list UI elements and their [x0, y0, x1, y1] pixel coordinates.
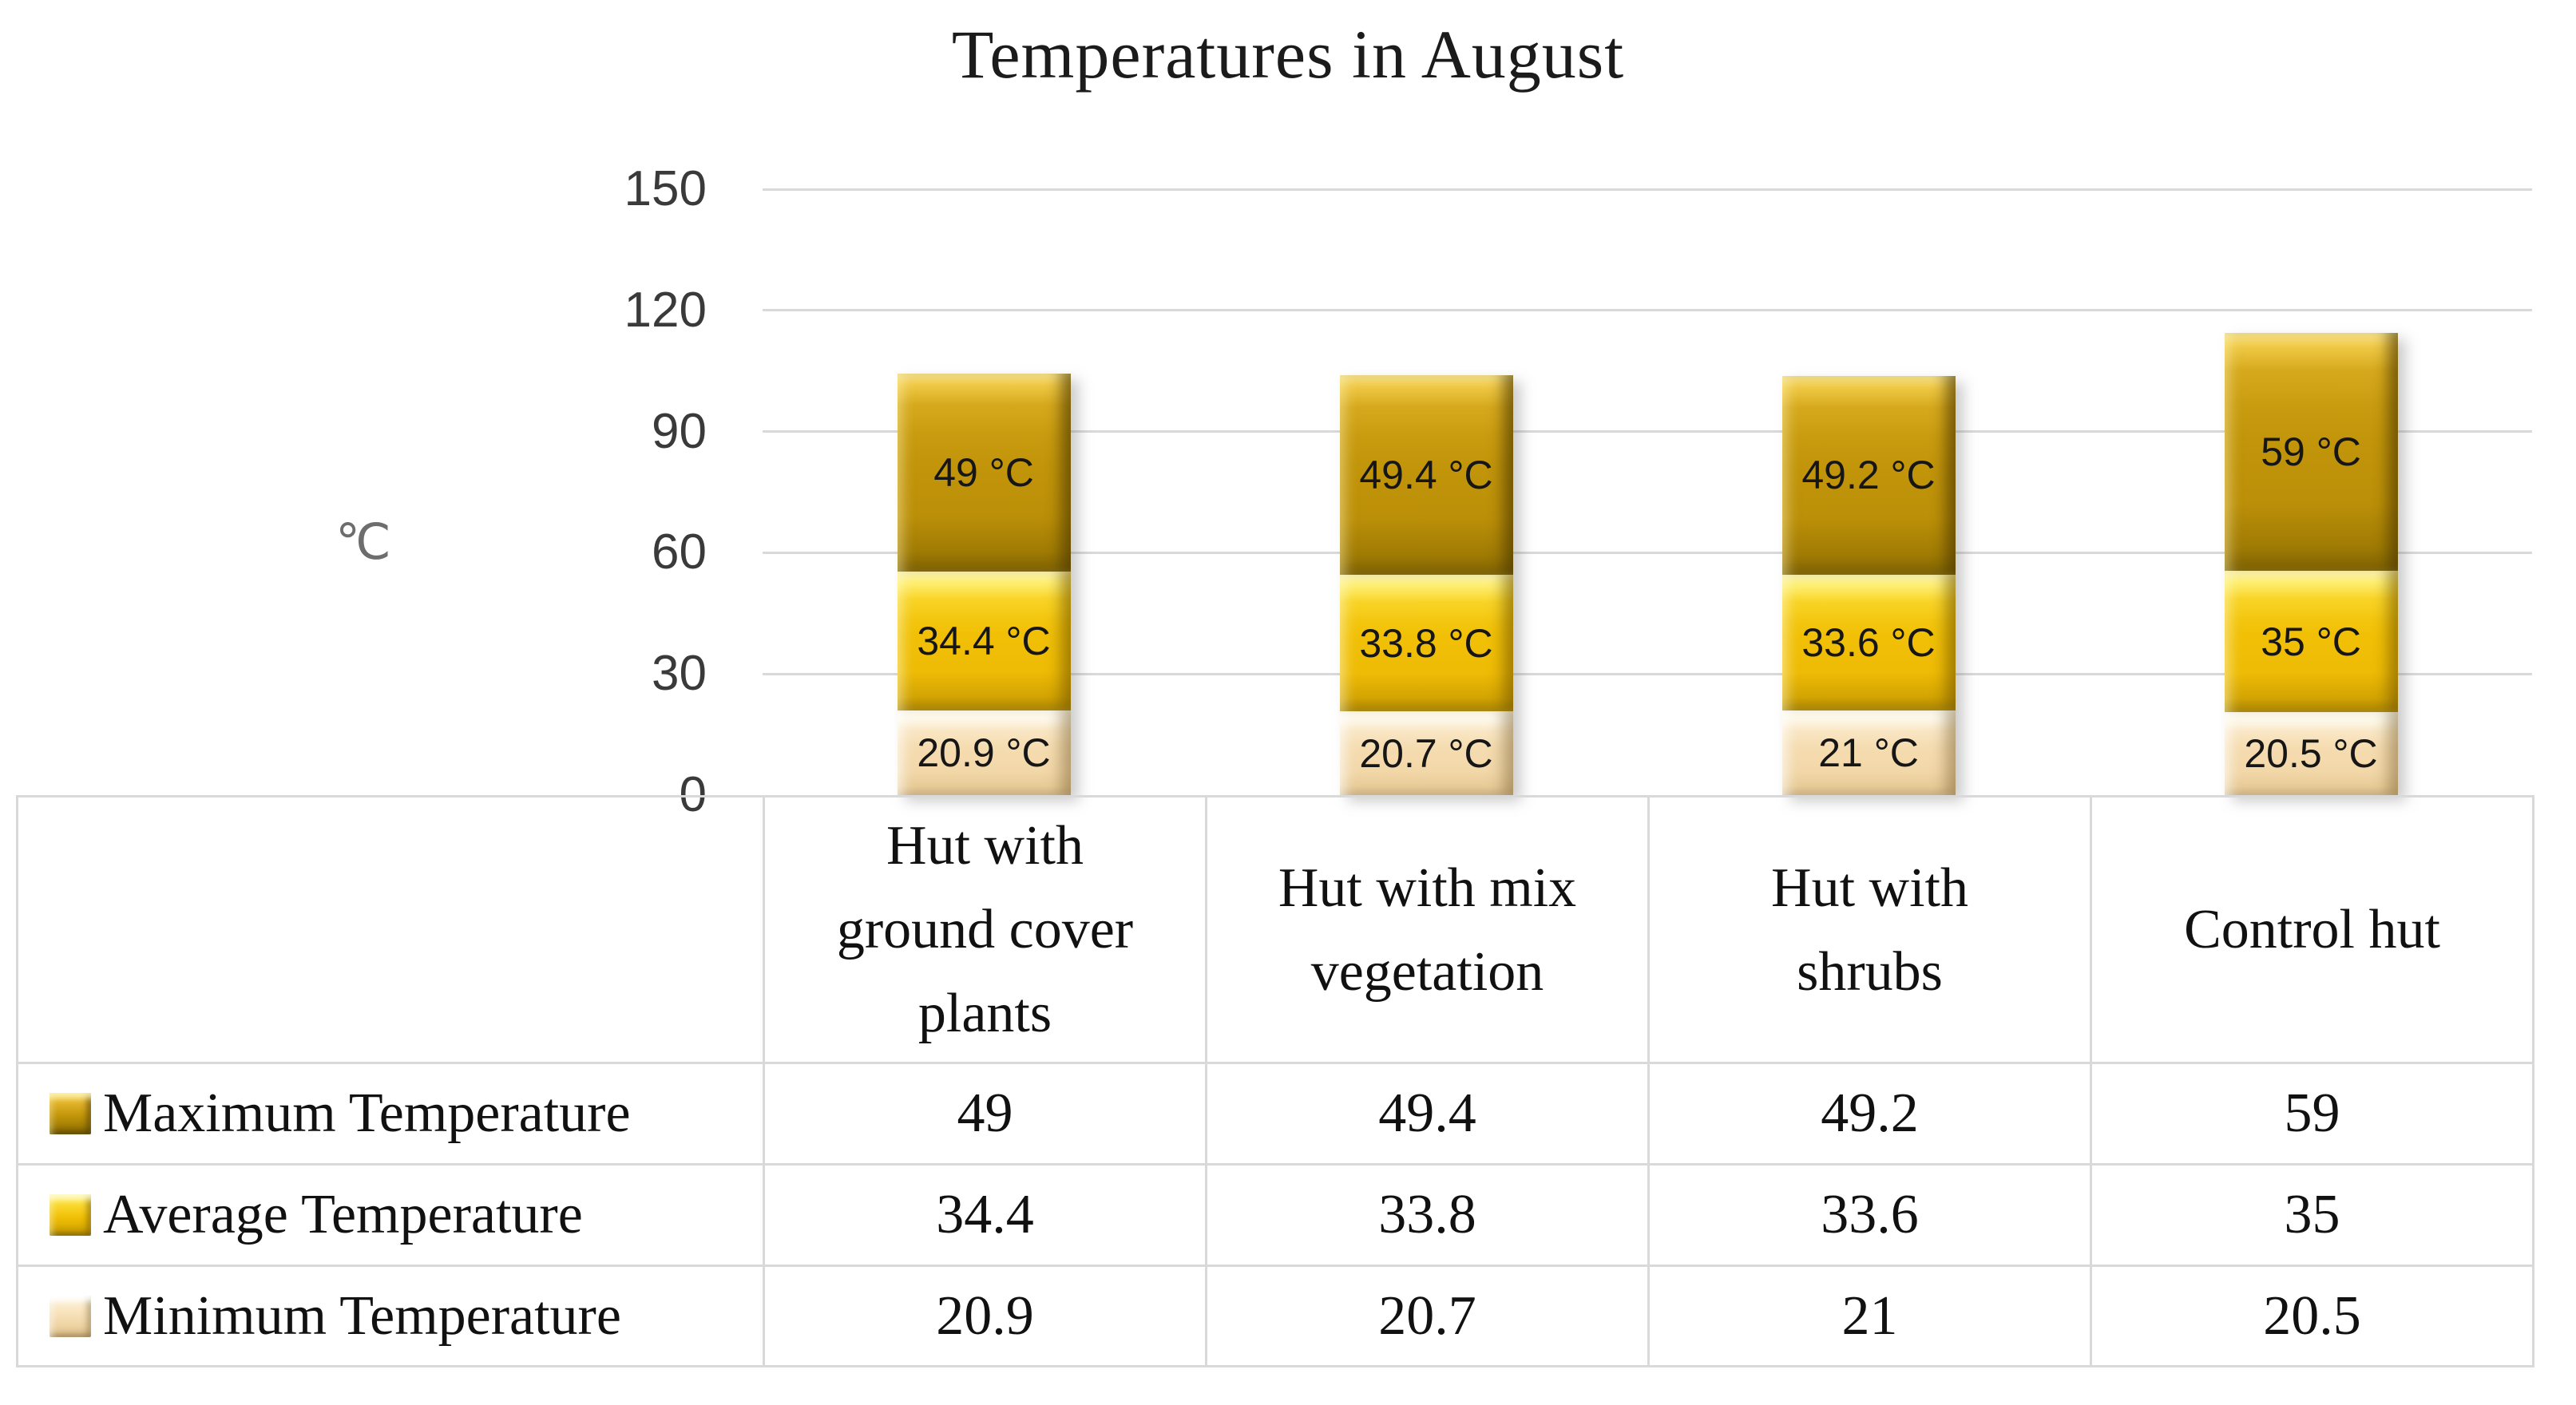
category-header-line: plants [917, 983, 1052, 1044]
y-tick-label: 60 [652, 524, 707, 580]
y-tick-label: 150 [624, 161, 707, 216]
data-table: Hut with ground cover plants Hut with mix ve… [16, 795, 2534, 1367]
value-cell: 59 [2090, 1062, 2534, 1166]
y-tick-label: 30 [652, 646, 707, 702]
category-header-line: Hut with [1771, 857, 1968, 919]
bar-segment-min: 20.7 °C [1339, 711, 1513, 795]
value-cell: 49.4 [1205, 1062, 1650, 1166]
series-label: Minimum Temperature [103, 1284, 621, 1347]
bar-segment-avg: 33.6 °C [1781, 574, 1956, 710]
bar-segment-label: 49 °C [933, 450, 1034, 496]
y-tick-label: 120 [624, 282, 707, 338]
bar-group: 49 °C 34.4 °C 20.9 °C [897, 374, 1071, 795]
bar-segment-min: 21 °C [1781, 710, 1956, 795]
y-axis-unit-label: ℃ [335, 515, 391, 570]
category-header-line: Hut with [886, 815, 1084, 877]
category-header-line: ground cover [836, 899, 1134, 960]
legend-marker-avg [50, 1194, 91, 1236]
category-header-cell: Hut with mix vegetation [1205, 795, 1650, 1064]
category-header-line: vegetation [1310, 940, 1544, 1003]
category-header-cell: Hut with ground cover plants [763, 795, 1207, 1064]
value-cell: 33.6 [1647, 1163, 2092, 1267]
bar-segment-label: 20.7 °C [1359, 730, 1493, 776]
bar-segment-avg: 33.8 °C [1339, 575, 1513, 712]
bar-group: 59 °C 35 °C 20.5 °C [2224, 332, 2398, 795]
legend-marker-max [50, 1093, 91, 1134]
bar-segment-max: 59 °C [2224, 332, 2398, 572]
bar-group: 49.4 °C 33.8 °C 20.7 °C [1339, 375, 1513, 795]
gridline [763, 430, 2532, 433]
series-label: Maximum Temperature [103, 1082, 631, 1144]
value-cell: 35 [2090, 1163, 2534, 1267]
bar-segment-min: 20.5 °C [2224, 712, 2398, 795]
value-cell: 33.8 [1205, 1163, 1650, 1267]
gridline [763, 672, 2532, 675]
bar-segment-max: 49.4 °C [1339, 375, 1513, 576]
series-label: Average Temperature [103, 1184, 583, 1245]
category-header-cell: Control hut [2090, 795, 2534, 1064]
series-label-cell: Minimum Temperature [16, 1264, 765, 1367]
value-cell: 20.7 [1205, 1264, 1650, 1367]
gridline [763, 551, 2532, 554]
bar-segment-label: 33.6 °C [1801, 619, 1936, 665]
bar-segment-avg: 34.4 °C [897, 572, 1071, 711]
bar-segment-label: 49.2 °C [1801, 453, 1936, 498]
value-cell: 34.4 [763, 1163, 1207, 1267]
value-cell: 21 [1647, 1264, 2092, 1367]
value-cell: 49.2 [1647, 1062, 2092, 1166]
bar-segment-label: 33.8 °C [1359, 620, 1493, 666]
gridline [763, 188, 2532, 191]
table-corner-cell [16, 795, 765, 1064]
gridline [763, 309, 2532, 312]
value-cell: 49 [763, 1062, 1207, 1166]
bar-group: 49.2 °C 33.6 °C 21 °C [1781, 375, 1956, 795]
series-label-cell: Average Temperature [16, 1163, 765, 1267]
value-cell: 20.5 [2090, 1264, 2534, 1367]
series-label-cell: Maximum Temperature [16, 1062, 765, 1166]
bar-segment-label: 49.4 °C [1359, 453, 1493, 498]
bar-segment-avg: 35 °C [2224, 571, 2398, 713]
bar-segment-label: 20.9 °C [917, 730, 1051, 776]
chart-title: Temperatures in August [951, 16, 1625, 93]
bar-segment-label: 35 °C [2261, 619, 2361, 664]
bar-segment-label: 59 °C [2261, 429, 2361, 474]
y-tick-label: 90 [652, 403, 707, 459]
bar-segment-label: 21 °C [1818, 730, 1919, 775]
category-header-line: Control hut [2184, 899, 2440, 960]
bar-segment-label: 34.4 °C [917, 619, 1051, 664]
legend-marker-min [50, 1295, 91, 1337]
bar-segment-max: 49 °C [897, 374, 1071, 572]
bar-segment-min: 20.9 °C [897, 710, 1071, 795]
category-header-cell: Hut with shrubs [1647, 795, 2092, 1064]
value-cell: 20.9 [763, 1264, 1207, 1367]
category-header-line: Hut with mix [1278, 857, 1577, 919]
bar-segment-label: 20.5 °C [2244, 731, 2378, 777]
bar-segment-max: 49.2 °C [1781, 375, 1956, 575]
category-header-line: shrubs [1797, 940, 1943, 1003]
